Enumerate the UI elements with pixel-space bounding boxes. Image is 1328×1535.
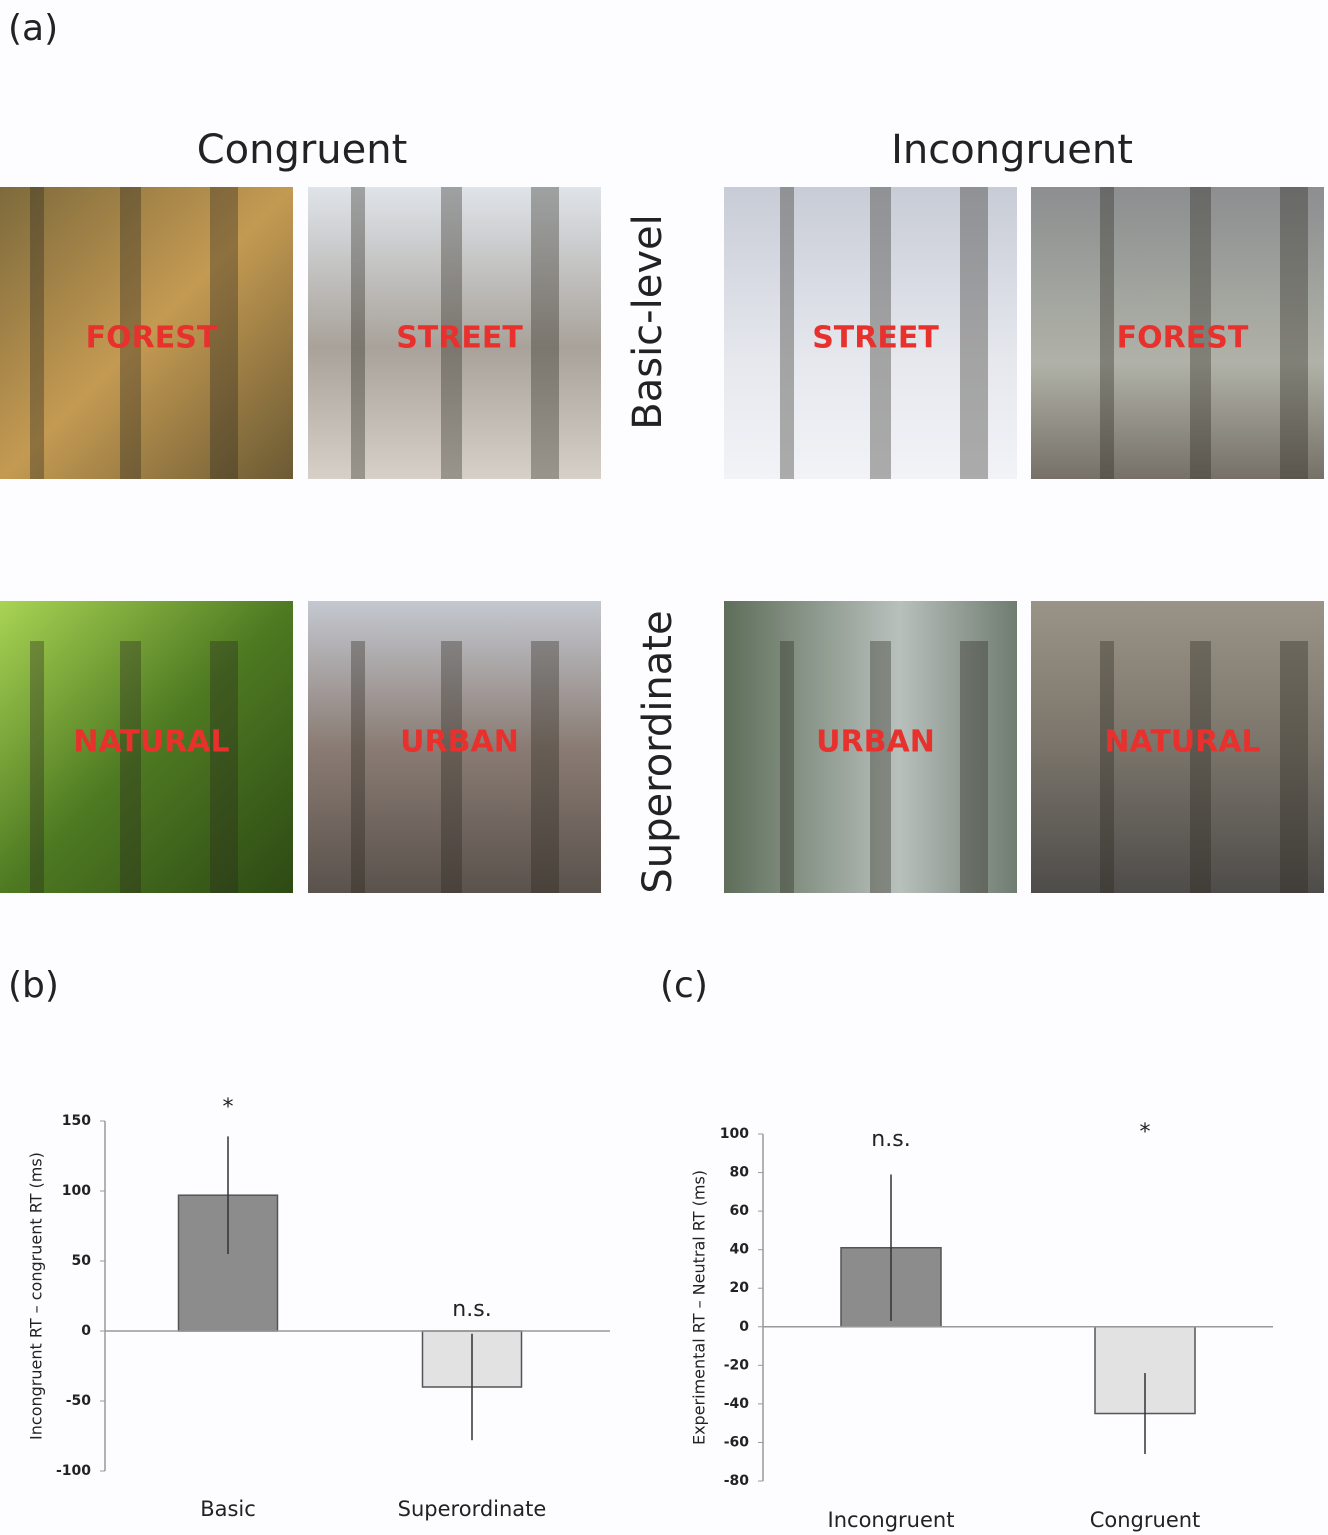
- y-axis-label: Incongruent RT – congruent RT (ms): [27, 1152, 46, 1440]
- photo-detail: [780, 641, 794, 893]
- photo-detail: [1280, 187, 1308, 479]
- photo-label: URBAN: [400, 725, 519, 760]
- y-tick-label: -60: [724, 1434, 750, 1450]
- photo-label: NATURAL: [1104, 725, 1260, 760]
- photo-detail: [30, 187, 44, 479]
- y-tick-label: -100: [56, 1463, 91, 1479]
- photo-label: FOREST: [86, 321, 218, 356]
- significance-label: *: [223, 1095, 234, 1120]
- photo-label: NATURAL: [73, 725, 229, 760]
- y-tick-label: -20: [724, 1357, 750, 1373]
- y-tick-label: 50: [72, 1253, 92, 1269]
- significance-label: n.s.: [452, 1297, 491, 1322]
- photo-detail: [120, 641, 141, 893]
- y-tick-label: 100: [720, 1126, 749, 1142]
- photo-detail: [1100, 187, 1114, 479]
- row-title: Superordinate: [635, 610, 681, 893]
- category-label: Incongruent: [828, 1508, 955, 1532]
- photo-label: STREET: [396, 321, 523, 356]
- figure: (a) Congruent Incongruent Basic-level Su…: [0, 0, 1328, 1535]
- category-label: Basic: [200, 1497, 256, 1521]
- photo-detail: [441, 641, 462, 893]
- panel-label: (a): [8, 8, 58, 49]
- photo-detail: [1280, 641, 1308, 893]
- significance-label: n.s.: [871, 1127, 910, 1152]
- y-tick-label: -80: [724, 1473, 750, 1489]
- photo-detail: [531, 641, 559, 893]
- y-axis-label: Experimental RT – Neutral RT (ms): [690, 1170, 709, 1445]
- photo-detail: [960, 187, 988, 479]
- y-tick-label: 40: [730, 1242, 750, 1258]
- photo-detail: [870, 641, 891, 893]
- panel-label: (c): [660, 965, 708, 1006]
- panel-label: (b): [8, 965, 59, 1006]
- photo-detail: [210, 641, 238, 893]
- photo-label: STREET: [812, 321, 939, 356]
- column-title: Congruent: [197, 127, 408, 173]
- category-label: Superordinate: [398, 1497, 547, 1521]
- photo-detail: [531, 187, 559, 479]
- photo-label: FOREST: [1117, 321, 1249, 356]
- significance-label: *: [1140, 1120, 1151, 1145]
- y-tick-label: 150: [62, 1113, 91, 1129]
- y-tick-label: 0: [81, 1323, 91, 1339]
- y-tick-label: 80: [730, 1165, 750, 1181]
- row-title: Basic-level: [625, 214, 671, 429]
- photo-detail: [1100, 641, 1114, 893]
- y-tick-label: 0: [739, 1319, 749, 1335]
- y-tick-label: -50: [66, 1393, 92, 1409]
- category-label: Congruent: [1090, 1508, 1201, 1532]
- photo-detail: [30, 641, 44, 893]
- y-tick-label: 100: [62, 1183, 91, 1199]
- y-tick-label: -40: [724, 1396, 750, 1412]
- photo-detail: [780, 187, 794, 479]
- photo-label: URBAN: [816, 725, 935, 760]
- photo-detail: [351, 641, 365, 893]
- photo-detail: [351, 187, 365, 479]
- column-title: Incongruent: [891, 127, 1133, 173]
- photo-detail: [1190, 641, 1211, 893]
- y-tick-label: 60: [730, 1203, 750, 1219]
- y-tick-label: 20: [730, 1280, 750, 1296]
- photo-detail: [960, 641, 988, 893]
